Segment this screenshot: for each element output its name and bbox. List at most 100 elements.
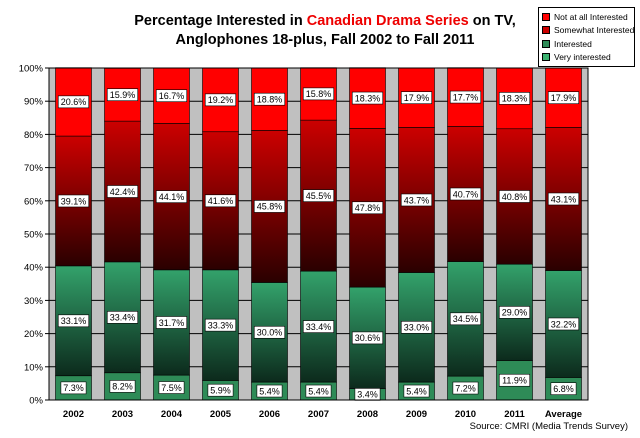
data-label: 33.4% <box>110 313 136 323</box>
chart-title-line2: Anglophones 18-plus, Fall 2002 to Fall 2… <box>175 32 475 48</box>
data-label: 44.1% <box>159 192 185 202</box>
data-label-box <box>302 320 335 333</box>
y-tick-label: 90% <box>24 97 44 108</box>
y-tick-label: 40% <box>24 263 44 274</box>
data-label-box <box>155 316 188 329</box>
data-label-box <box>302 87 335 101</box>
title-text-post: on TV, <box>468 13 516 29</box>
x-tick-label: 2010 <box>455 409 476 420</box>
data-label: 6.8% <box>553 384 574 394</box>
data-label-box <box>155 190 188 203</box>
data-label-box <box>403 384 430 398</box>
data-label: 5.9% <box>210 386 231 396</box>
data-label: 45.5% <box>306 191 332 201</box>
y-tick-label: 30% <box>24 296 44 307</box>
legend-item: Not at all Interested <box>542 10 632 24</box>
data-label-box <box>449 90 482 104</box>
plot-border <box>48 67 589 401</box>
data-label-box <box>351 331 384 345</box>
data-label-box <box>351 91 384 105</box>
data-label: 15.8% <box>306 89 332 99</box>
legend-label: Not at all Interested <box>554 11 628 22</box>
data-label: 5.4% <box>406 386 427 396</box>
legend-label: Somewhat Interested <box>554 25 635 36</box>
data-label: 20.6% <box>61 97 87 107</box>
data-label-box <box>57 314 90 328</box>
data-label-box <box>452 381 479 395</box>
data-label-box <box>155 89 188 103</box>
title-text-pre: Percentage Interested in <box>134 13 307 29</box>
y-tick-label: 80% <box>24 130 44 141</box>
data-label: 7.5% <box>161 383 182 393</box>
data-label: 17.9% <box>404 93 430 103</box>
data-label-box <box>60 381 87 395</box>
data-label: 47.8% <box>355 203 381 213</box>
data-label-box <box>57 194 90 208</box>
chart-title-line1: Percentage Interested in Canadian Drama … <box>95 12 555 31</box>
data-label: 29.0% <box>502 308 528 318</box>
data-label-box <box>449 312 482 326</box>
data-label-box <box>106 185 139 198</box>
data-label-box <box>305 384 332 398</box>
x-tick-label: 2007 <box>308 409 329 420</box>
data-label: 45.8% <box>257 202 283 212</box>
y-tick-label: 70% <box>24 163 44 174</box>
data-label: 43.1% <box>551 194 577 204</box>
data-label-box <box>400 193 433 207</box>
data-label: 33.1% <box>61 316 87 326</box>
data-label-box <box>550 382 577 396</box>
y-tick-label: 100% <box>19 64 44 75</box>
x-tick-label: Average <box>545 409 582 420</box>
data-label: 30.6% <box>355 333 381 343</box>
data-label-box <box>253 200 286 213</box>
data-label-box <box>498 190 531 203</box>
data-label-box <box>253 325 286 339</box>
y-tick-label: 0% <box>29 396 43 407</box>
data-label: 7.3% <box>63 383 84 393</box>
data-label: 33.3% <box>208 320 234 330</box>
data-label: 40.7% <box>453 189 479 199</box>
data-label-box <box>253 92 286 106</box>
data-label: 17.9% <box>551 93 577 103</box>
data-label-box <box>498 373 531 387</box>
data-label: 33.4% <box>306 322 332 332</box>
data-label: 16.7% <box>159 91 185 101</box>
data-label: 15.9% <box>110 90 136 100</box>
data-label-box <box>547 317 580 331</box>
x-tick-label: 2005 <box>210 409 232 420</box>
legend-swatch <box>542 39 550 48</box>
data-label-box <box>204 93 237 107</box>
legend-item: Very interested <box>542 51 632 65</box>
data-label: 42.4% <box>110 187 136 197</box>
x-tick-label: 2009 <box>406 409 427 420</box>
data-label-box <box>207 383 234 397</box>
data-label: 41.6% <box>208 196 234 206</box>
legend-swatch <box>542 26 550 35</box>
x-tick-label: 2011 <box>504 409 525 420</box>
data-label: 3.4% <box>357 390 378 400</box>
data-label: 5.4% <box>259 386 280 396</box>
data-label: 5.4% <box>308 386 329 396</box>
data-label-box <box>449 187 482 201</box>
data-label: 18.3% <box>502 94 528 104</box>
legend-label: Very interested <box>554 52 611 63</box>
data-label: 11.9% <box>502 376 527 386</box>
legend-item: Interested <box>542 37 632 51</box>
data-label: 39.1% <box>61 196 87 206</box>
x-tick-label: 2003 <box>112 409 133 420</box>
x-tick-label: 2002 <box>63 409 84 420</box>
data-label-box <box>400 91 433 105</box>
y-tick-label: 50% <box>24 230 44 241</box>
legend-item: Somewhat Interested <box>542 24 635 38</box>
chart-title: Percentage Interested in Canadian Drama … <box>95 12 555 50</box>
data-label: 43.7% <box>404 195 430 205</box>
y-tick-label: 60% <box>24 196 44 207</box>
data-label: 32.2% <box>551 319 577 329</box>
data-label-box <box>498 306 531 319</box>
x-tick-label: 2006 <box>259 409 280 420</box>
data-label-box <box>106 311 139 324</box>
legend-swatch <box>542 12 550 21</box>
legend-label: Interested <box>554 38 592 49</box>
data-label-box <box>256 384 283 398</box>
